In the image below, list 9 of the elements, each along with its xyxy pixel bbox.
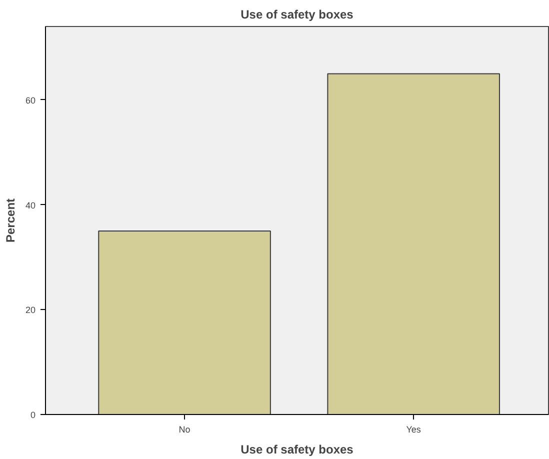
- chart-title: Use of safety boxes: [240, 8, 354, 22]
- y-axis-title: Percent: [3, 198, 18, 243]
- x-tick-label: Yes: [406, 424, 422, 434]
- x-tick-label: No: [178, 424, 190, 434]
- y-tick-label: 40: [25, 200, 36, 210]
- y-tick-label: 0: [30, 410, 36, 420]
- y-tick-label: 60: [25, 95, 36, 106]
- x-axis-title: Use of safety boxes: [240, 442, 354, 456]
- y-tick-label: 20: [25, 305, 36, 316]
